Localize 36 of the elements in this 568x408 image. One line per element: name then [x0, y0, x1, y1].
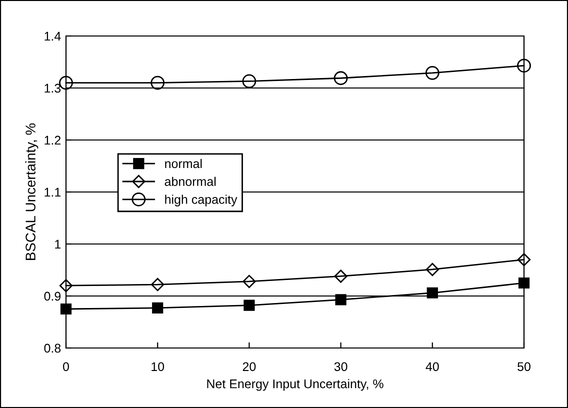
point — [59, 279, 73, 292]
point — [242, 274, 256, 288]
point — [425, 66, 440, 80]
y-tick-label: 1.1 — [44, 188, 61, 197]
x-tick-label: 0 — [63, 362, 69, 372]
x-tick-label: 40 — [426, 362, 439, 372]
point — [517, 253, 531, 266]
y-tick-label: 0.9 — [44, 292, 61, 301]
point — [60, 303, 72, 315]
x-axis-title: Net Energy Input Uncertainty, % — [207, 379, 384, 391]
point — [152, 302, 164, 314]
point — [59, 76, 73, 90]
legend-label: high capacity — [165, 194, 238, 206]
y-tick-label: 1.4 — [44, 32, 61, 41]
x-tick-label: 50 — [518, 362, 530, 372]
x-tick-label: 20 — [242, 362, 256, 372]
y-tick-label: 0.8 — [44, 344, 61, 353]
point — [334, 71, 348, 86]
y-tick-label: 1.2 — [44, 136, 61, 145]
y-tick-label: 1 — [55, 240, 61, 249]
point — [335, 294, 346, 306]
y-axis-title: BSCAL Uncertainty, % — [25, 123, 38, 260]
point — [517, 58, 531, 73]
y-tick-label: 1.3 — [44, 84, 61, 93]
legend-label: normal — [165, 158, 202, 168]
point — [244, 300, 255, 311]
point — [151, 278, 164, 292]
point — [150, 76, 165, 90]
point — [242, 74, 256, 88]
point — [334, 270, 348, 283]
legend-label: abnormal — [164, 176, 216, 186]
point — [426, 287, 438, 298]
point — [518, 277, 530, 289]
x-tick-label: 30 — [334, 362, 348, 372]
point — [426, 262, 439, 276]
x-tick-label: 10 — [152, 362, 164, 372]
